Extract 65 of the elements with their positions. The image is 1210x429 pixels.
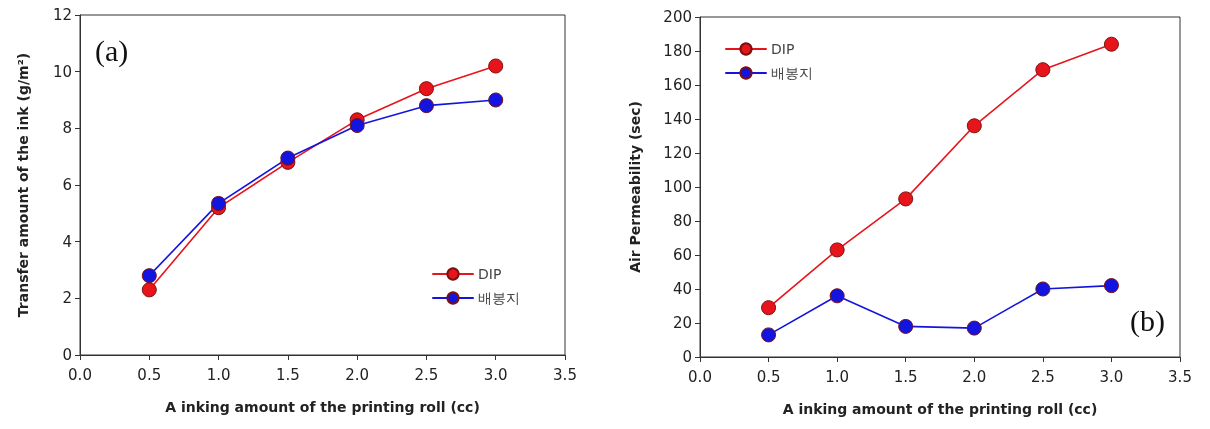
point [418, 98, 434, 114]
x-tick-label: 2.0 [345, 365, 370, 384]
point [966, 320, 982, 336]
x-tick-label: 1.5 [275, 365, 300, 384]
x-tick-label: 1.5 [893, 367, 918, 386]
y-tick-label: 0 [682, 348, 692, 366]
point [141, 268, 157, 284]
y-tick-label: 8 [62, 119, 72, 138]
y-tick-label: 160 [663, 76, 692, 94]
point [349, 118, 365, 133]
point [761, 327, 777, 343]
x-tick-label: 2.0 [962, 367, 987, 386]
y-tick-label: 40 [672, 280, 692, 298]
x-tick-label: 2.5 [1030, 367, 1055, 386]
x-tick-label: 0.5 [137, 365, 162, 384]
y-tick-label: 80 [672, 212, 692, 230]
point [898, 191, 914, 207]
legend-label: 배봉지 [771, 65, 813, 81]
point [1035, 281, 1051, 297]
x-tick-label: 3.0 [483, 365, 508, 384]
x-tick-label: 3.5 [553, 365, 577, 384]
point [898, 318, 914, 334]
point [211, 195, 227, 211]
x-tick-label: 1.0 [825, 367, 850, 386]
y-tick-label: 4 [62, 232, 72, 251]
y-tick-label: 200 [663, 8, 692, 26]
point [418, 81, 434, 97]
y-tick-label: 12 [52, 6, 72, 24]
x-tick-label: 0.0 [68, 365, 92, 384]
point [829, 288, 845, 304]
legend-label: DIP [478, 266, 502, 282]
point [1103, 36, 1119, 52]
y-tick-label: 100 [663, 178, 692, 196]
annotation: (a) [95, 33, 129, 68]
point [488, 58, 504, 74]
y-tick-label: 120 [663, 144, 692, 162]
y-axis-title: Transfer amount of the ink (g/m²) [15, 52, 31, 318]
point [280, 150, 296, 166]
x-tick-label: 0.5 [756, 367, 781, 386]
legend-label: 배봉지 [478, 290, 520, 306]
annotation: (b) [1130, 303, 1165, 338]
y-tick-label: 180 [663, 42, 692, 60]
point [1103, 278, 1119, 294]
point [966, 118, 982, 134]
point [141, 282, 157, 298]
point [1035, 62, 1051, 78]
x-tick-label: 3.5 [1168, 367, 1192, 386]
y-tick-label: 20 [672, 314, 692, 332]
legend-label: DIP [771, 41, 795, 57]
y-tick-label: 60 [672, 246, 692, 264]
y-tick-label: 10 [52, 62, 72, 81]
x-axis-title: A inking amount of the printing roll (cc) [782, 401, 1098, 417]
x-tick-label: 1.0 [206, 365, 231, 384]
y-tick-label: 140 [663, 110, 692, 128]
y-tick-label: 0 [62, 346, 72, 364]
point [761, 300, 777, 316]
x-tick-label: 2.5 [414, 365, 439, 384]
point [829, 242, 845, 258]
x-tick-label: 0.0 [688, 367, 712, 386]
y-tick-label: 2 [62, 289, 72, 308]
y-axis-title: Air Permeability (sec) [627, 101, 643, 273]
x-axis-title: A inking amount of the printing roll (cc) [165, 399, 480, 415]
y-tick-label: 6 [62, 176, 72, 194]
point [488, 92, 504, 108]
x-tick-label: 3.0 [1099, 367, 1124, 386]
